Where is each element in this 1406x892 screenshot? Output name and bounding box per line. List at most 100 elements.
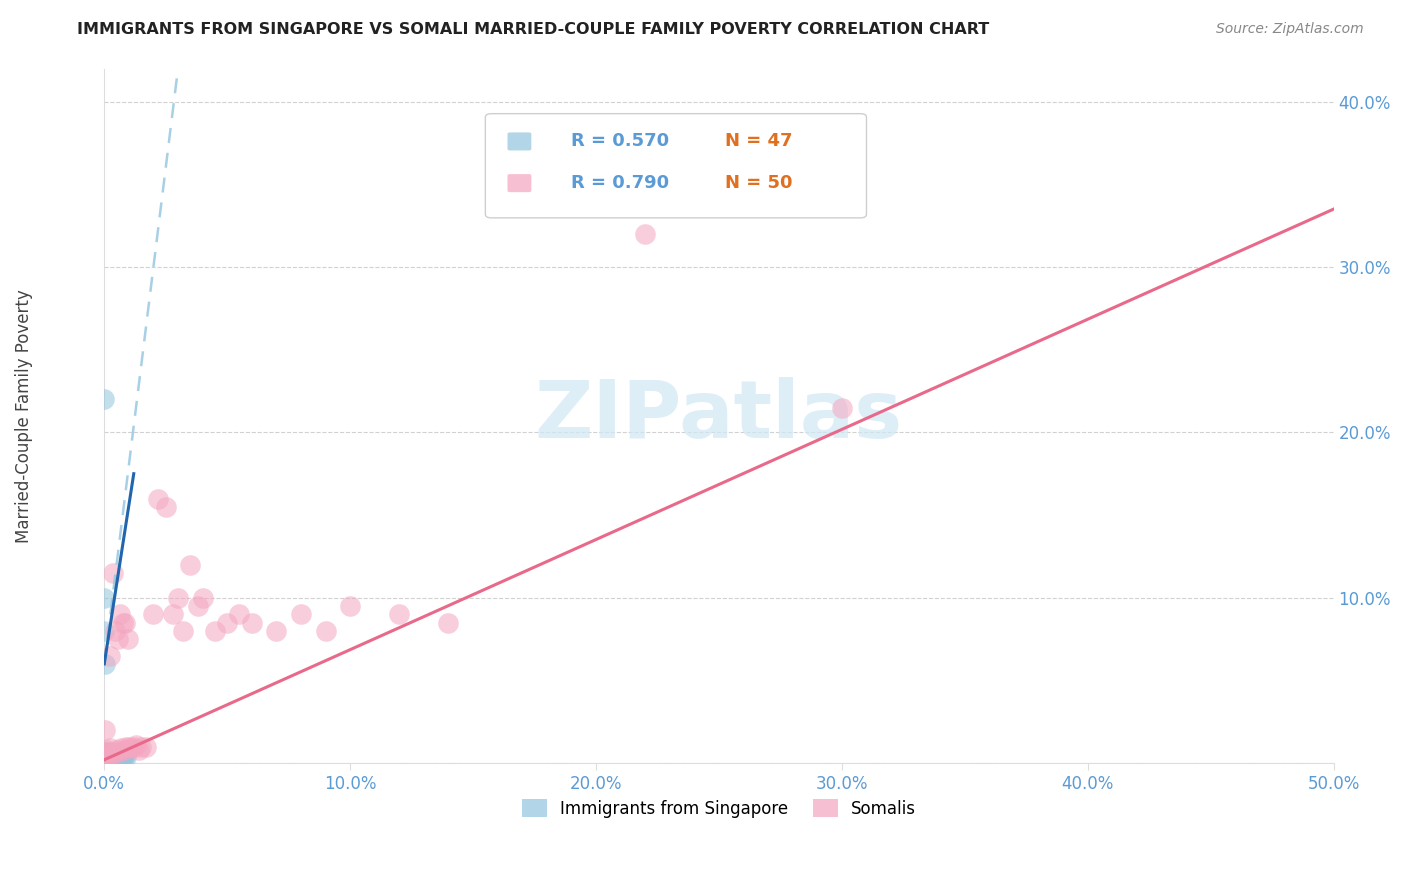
Point [187,599,209,613]
Point [172,624,194,638]
Point [100,747,122,762]
Text: Source: ZipAtlas.com: Source: ZipAtlas.com [1216,22,1364,37]
Point [93,392,115,407]
Point [104,624,127,638]
Point [117,632,139,646]
Point [120,741,142,756]
Point [103,746,125,760]
Point [97,749,120,764]
Text: R = 0.570: R = 0.570 [571,132,669,151]
Point [101,749,124,764]
Point [315,624,337,638]
Point [388,607,411,622]
Point [266,624,288,638]
Text: N = 47: N = 47 [725,132,793,151]
Point [100,648,122,663]
Point [105,743,128,757]
Point [191,591,214,605]
Point [96,747,118,762]
Text: ZIPatlas: ZIPatlas [534,376,903,455]
Point [97,751,120,765]
Point [94,751,117,765]
Point [110,607,132,622]
Y-axis label: Married-Couple Family Poverty: Married-Couple Family Poverty [15,289,32,542]
Point [110,747,132,762]
Point [94,747,117,762]
Point [100,749,122,764]
Point [100,741,122,756]
Point [122,739,145,754]
Point [93,749,115,764]
Point [93,624,115,638]
Point [135,739,157,754]
Point [97,745,120,759]
Point [437,615,460,630]
Point [100,746,122,760]
Point [96,746,118,760]
Point [93,591,115,605]
Point [94,749,117,764]
Point [114,747,136,762]
Point [217,615,239,630]
FancyBboxPatch shape [508,174,531,192]
Point [96,751,118,765]
Point [107,632,129,646]
Point [831,401,853,415]
Point [101,566,124,580]
Point [94,747,117,762]
Point [96,751,118,765]
Point [100,746,122,760]
Point [103,747,125,762]
Point [118,739,141,754]
Point [96,745,118,759]
Point [240,615,263,630]
Point [98,747,121,762]
Point [93,751,115,765]
Point [339,599,361,613]
Point [115,739,138,754]
Point [94,746,117,760]
Point [108,746,131,760]
Point [96,746,118,760]
Point [114,615,136,630]
Point [142,607,165,622]
Point [97,747,120,762]
FancyBboxPatch shape [508,132,531,151]
Point [94,723,117,737]
Point [96,749,118,764]
Point [155,500,177,514]
Text: N = 50: N = 50 [725,174,793,192]
Point [111,615,134,630]
Point [634,227,657,241]
Point [93,657,115,671]
Point [111,747,134,762]
Point [112,743,135,757]
Point [103,746,125,760]
Point [93,745,115,759]
Point [179,558,201,572]
Point [97,747,120,762]
Point [290,607,312,622]
Point [107,749,129,764]
Point [98,747,121,762]
Point [103,749,125,764]
Point [128,743,150,757]
Point [104,747,127,762]
Point [162,607,184,622]
Point [98,749,121,764]
Point [129,739,152,754]
Point [93,751,115,765]
Point [112,749,135,764]
Point [93,753,115,767]
Point [228,607,250,622]
Point [148,491,170,506]
Point [96,743,118,757]
Point [110,741,132,756]
Point [115,749,138,764]
Point [101,746,124,760]
Point [110,749,132,764]
Point [97,746,120,760]
Text: R = 0.790: R = 0.790 [571,174,669,192]
Point [94,753,117,767]
Legend: Immigrants from Singapore, Somalis: Immigrants from Singapore, Somalis [515,793,922,824]
